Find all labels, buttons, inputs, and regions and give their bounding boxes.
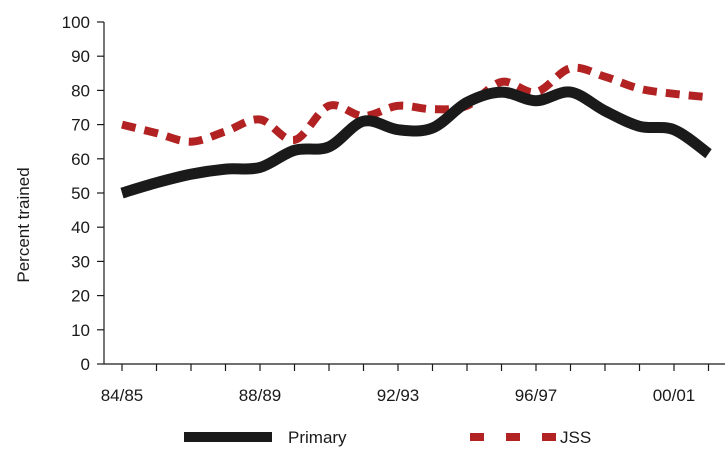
x-tick-label-1: 88/89 bbox=[239, 386, 282, 405]
x-tick-label-4: 00/01 bbox=[653, 386, 696, 405]
legend: Primary JSS bbox=[184, 428, 591, 447]
y-tick-label-7: 70 bbox=[71, 116, 90, 135]
legend-label-jss: JSS bbox=[560, 428, 591, 447]
y-axis-title: Percent trained bbox=[14, 167, 33, 282]
y-tick-label-6: 60 bbox=[71, 150, 90, 169]
y-tick-label-3: 30 bbox=[71, 252, 90, 271]
y-tick-label-2: 20 bbox=[71, 287, 90, 306]
series-line-jss bbox=[121, 63, 709, 146]
plot-lines bbox=[120, 63, 712, 199]
x-tick-label-0: 84/85 bbox=[101, 386, 144, 405]
legend-label-primary: Primary bbox=[288, 428, 347, 447]
y-tick-label-5: 50 bbox=[71, 184, 90, 203]
x-tick-label-3: 96/97 bbox=[515, 386, 558, 405]
y-tick-label-9: 90 bbox=[71, 47, 90, 66]
y-tick-label-0: 0 bbox=[81, 355, 90, 374]
x-tick-label-2: 92/93 bbox=[377, 386, 420, 405]
y-tick-label-8: 80 bbox=[71, 81, 90, 100]
x-axis: 84/85 88/89 92/93 96/97 00/01 bbox=[101, 363, 725, 405]
y-tick-label-1: 10 bbox=[71, 321, 90, 340]
series-line-primary bbox=[120, 86, 712, 199]
y-tick-label-4: 40 bbox=[71, 218, 90, 237]
y-axis: 0 10 20 30 40 50 60 70 80 90 100 bbox=[62, 13, 105, 374]
y-tick-label-10: 100 bbox=[62, 13, 90, 32]
